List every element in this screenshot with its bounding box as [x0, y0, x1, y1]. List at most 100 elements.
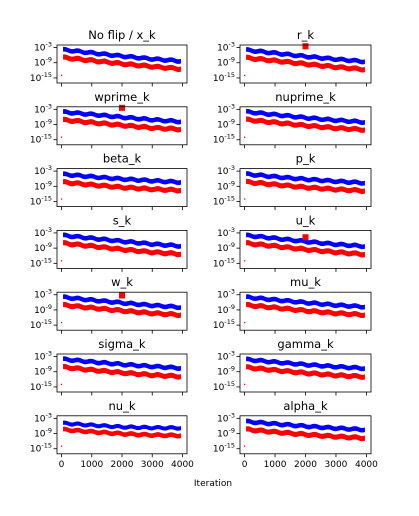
- red-series: [63, 54, 181, 72]
- plot-area: [246, 47, 365, 73]
- y-tick-label: 10-9: [34, 56, 52, 69]
- y-tick-label: 10-9: [34, 179, 52, 192]
- plot-area: [246, 232, 365, 258]
- outlier-marker: [302, 43, 309, 50]
- red-series: [246, 178, 365, 194]
- initial-point-marker: [60, 383, 63, 386]
- y-tick-label: 10-3: [217, 41, 235, 54]
- plot-area: [246, 294, 365, 319]
- initial-point-marker: [60, 321, 63, 324]
- y-tick-label: 10-9: [217, 427, 235, 440]
- subplot-title: sigma_k: [98, 337, 145, 351]
- plot-area: [246, 418, 365, 442]
- y-tick-label: 10-15: [213, 256, 235, 269]
- y-tick-label: 10-3: [34, 164, 52, 177]
- x-tick-label: 3000: [141, 460, 164, 470]
- subplot: mu_k 10-3 10-9 10-15: [213, 275, 372, 334]
- x-tick-label: 4000: [171, 460, 194, 470]
- blue-series: [246, 356, 365, 372]
- x-tick-label: 0: [242, 460, 248, 470]
- y-tick-label: 10-9: [34, 427, 52, 440]
- x-tick-label: 2000: [294, 460, 317, 470]
- initial-point-marker: [60, 136, 63, 138]
- y-tick-label: 10-15: [30, 195, 52, 208]
- y-tick-label: 10-3: [217, 226, 235, 239]
- subplot: nu_k 10-3 10-9 10-15 0 1000 2000 3000 4000: [30, 399, 194, 470]
- x-tick-label: 1000: [80, 460, 103, 470]
- y-tick-label: 10-3: [34, 411, 52, 424]
- y-tick-label: 10-9: [217, 303, 235, 316]
- subplot: sigma_k 10-3 10-9 10-15: [30, 337, 188, 396]
- y-tick-label: 10-9: [34, 303, 52, 316]
- subplot-title: gamma_k: [277, 337, 334, 351]
- y-tick-label: 10-15: [213, 318, 235, 331]
- x-tick-label: 0: [59, 460, 65, 470]
- subplot-title: s_k: [113, 213, 132, 227]
- initial-point-marker: [60, 198, 63, 200]
- x-tick-label: 2000: [111, 460, 134, 470]
- y-tick-label: 10-15: [30, 318, 52, 331]
- subplot: r_k 10-3 10-9 10-15: [213, 28, 372, 87]
- blue-series: [63, 294, 181, 311]
- x-tick-label: 4000: [355, 460, 378, 470]
- blue-series: [63, 356, 181, 371]
- subplot: s_k 10-3 10-9 10-15: [30, 213, 188, 272]
- outlier-marker: [302, 234, 309, 241]
- y-tick-label: 10-9: [217, 56, 235, 69]
- y-tick-label: 10-15: [213, 133, 235, 146]
- y-tick-label: 10-9: [34, 118, 52, 131]
- initial-point-marker: [243, 136, 246, 138]
- y-tick-label: 10-15: [213, 380, 235, 393]
- plot-area: [63, 232, 181, 258]
- plot-area: [63, 294, 181, 319]
- y-tick-label: 10-9: [217, 241, 235, 254]
- subplot-title: nu_k: [109, 399, 136, 413]
- y-tick-label: 10-15: [30, 256, 52, 269]
- plot-area: [246, 356, 365, 380]
- blue-series: [246, 108, 365, 125]
- subplot: p_k 10-3 10-9 10-15: [213, 152, 372, 211]
- outlier-marker: [119, 104, 125, 111]
- blue-series: [246, 232, 365, 250]
- blue-series: [63, 232, 181, 249]
- red-series: [63, 116, 181, 133]
- subplot-title: beta_k: [103, 152, 142, 166]
- subplot: No flip / x_k 10-3 10-9 10-15: [30, 28, 188, 87]
- subplot-title: w_k: [111, 275, 133, 289]
- y-tick-label: 10-9: [217, 118, 235, 131]
- red-series: [63, 426, 181, 439]
- x-tick-label: 1000: [264, 460, 287, 470]
- red-series: [246, 301, 365, 319]
- outlier-marker: [119, 292, 125, 299]
- red-series: [63, 301, 181, 319]
- plot-area: [246, 171, 365, 194]
- subplot: nuprime_k 10-3 10-9 10-15: [213, 90, 372, 149]
- blue-series: [63, 109, 181, 125]
- y-tick-label: 10-3: [217, 350, 235, 363]
- y-tick-label: 10-9: [217, 179, 235, 192]
- subplot-grid: No flip / x_k 10-3 10-9 10-15 r_k 10-3 10-9 10-…: [30, 28, 378, 470]
- red-series: [246, 364, 365, 380]
- red-series: [63, 363, 181, 380]
- y-tick-label: 10-3: [34, 102, 52, 115]
- y-tick-label: 10-3: [34, 350, 52, 363]
- subplot: u_k 10-3 10-9 10-15: [213, 213, 372, 272]
- y-tick-label: 10-9: [34, 365, 52, 378]
- plot-area: [246, 108, 365, 133]
- x-axis-label: Iteration: [194, 479, 232, 489]
- y-tick-label: 10-15: [30, 133, 52, 146]
- y-tick-label: 10-15: [30, 380, 52, 393]
- y-tick-label: 10-15: [30, 71, 52, 84]
- initial-point-marker: [243, 321, 246, 324]
- subplot-title: r_k: [297, 28, 314, 42]
- subplot-title: p_k: [296, 152, 316, 166]
- y-tick-label: 10-15: [30, 442, 52, 455]
- blue-series: [63, 171, 181, 186]
- subplot-title: alpha_k: [283, 399, 328, 413]
- red-series: [246, 426, 365, 442]
- initial-point-marker: [243, 383, 246, 386]
- subplot-title: mu_k: [290, 275, 321, 289]
- plot-area: [63, 46, 181, 72]
- initial-point-marker: [60, 445, 63, 447]
